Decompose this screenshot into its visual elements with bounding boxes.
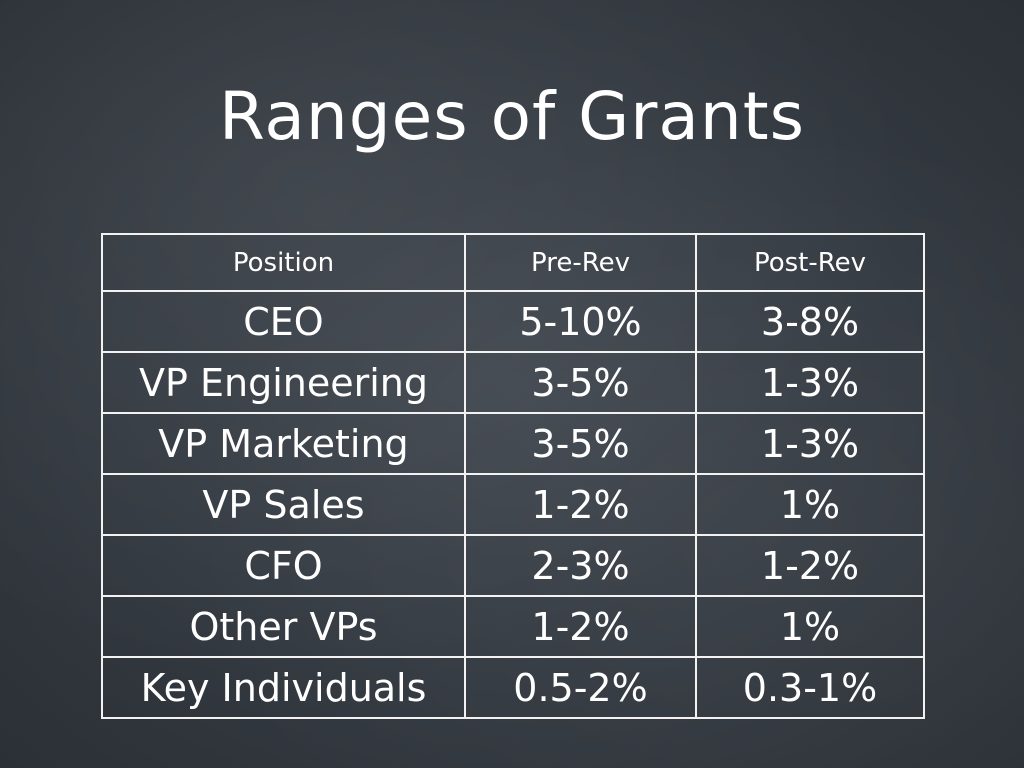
grants-table: Position Pre-Rev Post-Rev CEO 5-10% 3-8%… <box>101 233 925 719</box>
cell-position: VP Engineering <box>101 351 466 414</box>
table-row: VP Marketing 3-5% 1-3% <box>101 412 925 475</box>
cell-post-rev: 1-3% <box>695 412 925 475</box>
cell-position: CFO <box>101 534 466 597</box>
cell-position: VP Sales <box>101 473 466 536</box>
cell-pre-rev: 1-2% <box>464 473 697 536</box>
cell-pre-rev: 3-5% <box>464 351 697 414</box>
cell-pre-rev: 1-2% <box>464 595 697 658</box>
table-row: Key Individuals 0.5-2% 0.3-1% <box>101 656 925 719</box>
cell-position: Key Individuals <box>101 656 466 719</box>
cell-pre-rev: 0.5-2% <box>464 656 697 719</box>
table-header-row: Position Pre-Rev Post-Rev <box>101 233 925 292</box>
header-post-rev: Post-Rev <box>695 233 925 292</box>
cell-post-rev: 1-3% <box>695 351 925 414</box>
cell-post-rev: 1% <box>695 473 925 536</box>
header-position: Position <box>101 233 466 292</box>
cell-pre-rev: 3-5% <box>464 412 697 475</box>
table-row: CFO 2-3% 1-2% <box>101 534 925 597</box>
cell-position: VP Marketing <box>101 412 466 475</box>
table-row: Other VPs 1-2% 1% <box>101 595 925 658</box>
cell-position: CEO <box>101 290 466 353</box>
cell-pre-rev: 2-3% <box>464 534 697 597</box>
cell-post-rev: 1-2% <box>695 534 925 597</box>
cell-post-rev: 0.3-1% <box>695 656 925 719</box>
slide-title: Ranges of Grants <box>219 78 805 155</box>
cell-post-rev: 3-8% <box>695 290 925 353</box>
cell-pre-rev: 5-10% <box>464 290 697 353</box>
table-row: VP Sales 1-2% 1% <box>101 473 925 536</box>
table-row: VP Engineering 3-5% 1-3% <box>101 351 925 414</box>
cell-position: Other VPs <box>101 595 466 658</box>
cell-post-rev: 1% <box>695 595 925 658</box>
header-pre-rev: Pre-Rev <box>464 233 697 292</box>
table-row: CEO 5-10% 3-8% <box>101 290 925 353</box>
